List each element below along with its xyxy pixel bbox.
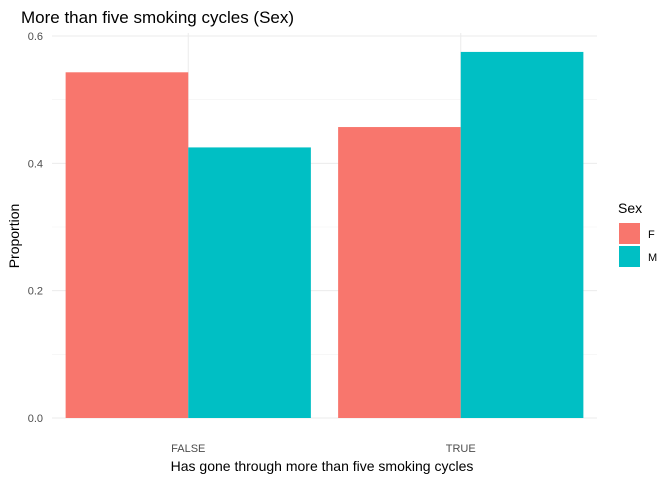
y-axis-title: Proportion <box>6 204 22 269</box>
legend: Sex FM <box>618 200 657 267</box>
y-tick-label: 0.4 <box>28 158 43 170</box>
bars <box>65 51 584 419</box>
y-tick-label: 0.2 <box>28 286 43 298</box>
x-axis-ticks: FALSE TRUE <box>171 443 476 455</box>
x-tick-label: FALSE <box>171 443 205 455</box>
x-axis-title: Has gone through more than five smoking … <box>171 458 474 474</box>
legend-key-f <box>619 223 640 244</box>
x-tick-label: TRUE <box>446 443 476 455</box>
legend-label-f: F <box>648 229 655 241</box>
y-tick-label: 0.0 <box>28 413 43 425</box>
legend-label-m: M <box>648 252 657 264</box>
bar-true-f <box>338 127 461 418</box>
legend-key-m <box>619 246 640 267</box>
chart-title: More than five smoking cycles (Sex) <box>21 8 294 27</box>
bar-false-f <box>65 72 189 418</box>
bar-true-m <box>460 51 584 419</box>
y-axis-ticks: 0.0 0.2 0.4 0.6 <box>28 31 43 425</box>
legend-title: Sex <box>618 200 642 216</box>
y-tick-label: 0.6 <box>28 31 43 43</box>
bar-false-m <box>188 147 311 418</box>
